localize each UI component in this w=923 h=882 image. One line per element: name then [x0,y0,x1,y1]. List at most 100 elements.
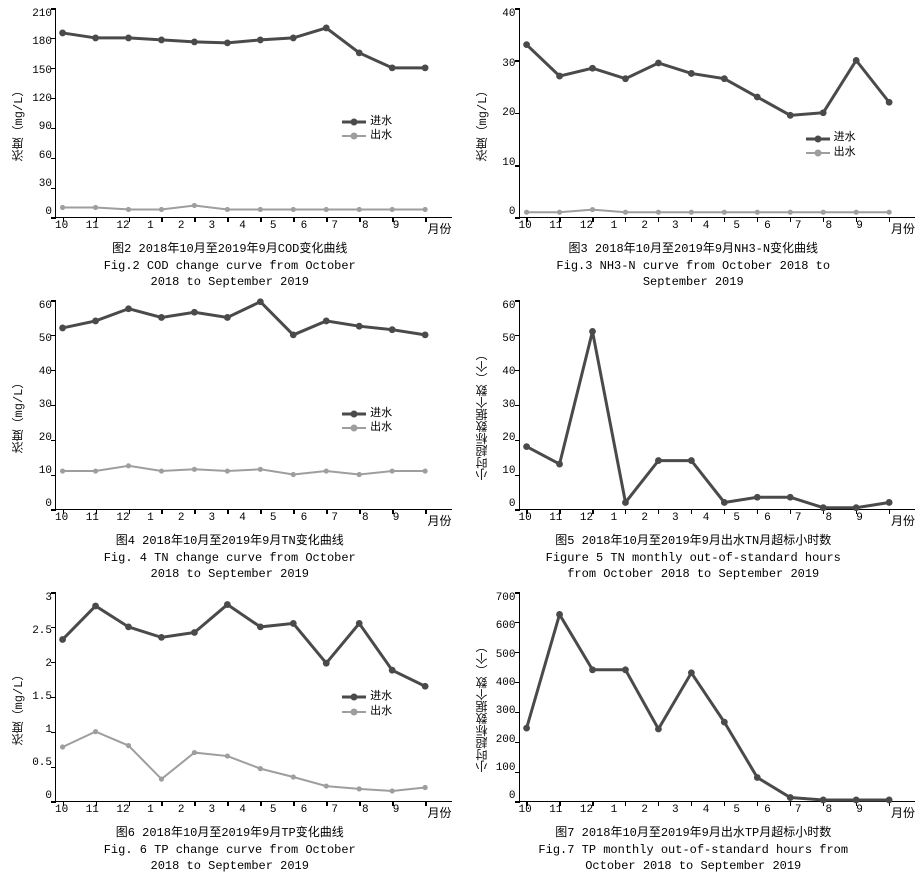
x-tick-label: 8 [826,220,857,237]
marker [291,774,296,779]
y-axis-label: 小时超标数据个数（个） [472,592,493,821]
fig4-panel: 浓度（mg/L）6050403020100进水出水101112123456789… [8,300,452,582]
marker [92,603,99,610]
marker [357,786,362,791]
x-tick-label: 4 [239,804,270,821]
marker [720,499,727,506]
x-tick-label: 4 [239,512,270,529]
marker [158,37,165,44]
x-axis-label: 月份 [423,512,451,529]
marker [422,332,429,339]
marker [125,35,132,42]
marker [390,207,395,212]
x-tick-label: 8 [362,220,393,237]
plot-area: 进水出水 [55,300,452,510]
marker [556,73,563,80]
caption: 图7 2018年10月至2019年9月出水TP月超标小时数 Fig.7 TP m… [472,825,916,874]
plot-area [519,592,916,802]
fig2-chart: 浓度（mg/L）2101801501209060300进水出水101112123… [8,8,452,237]
marker [687,457,694,464]
x-tick-label: 2 [641,804,672,821]
marker [258,467,263,472]
marker [423,207,428,212]
marker [323,318,330,325]
x-tick-label: 7 [795,512,826,529]
x-tick-label: 12 [116,804,147,821]
x-tick-label: 6 [764,220,795,237]
marker [323,25,330,32]
marker [324,207,329,212]
legend-label: 进水 [370,690,392,704]
x-tick-label: 7 [331,512,362,529]
marker [389,64,396,71]
marker [589,207,594,212]
marker [191,309,198,316]
marker [192,750,197,755]
x-tick-label: 4 [239,220,270,237]
marker [126,743,131,748]
x-tick-label: 8 [826,804,857,821]
markers-svg [520,300,916,509]
x-tick-label: 2 [178,512,209,529]
marker [753,774,760,781]
marker [389,326,396,333]
marker [622,499,629,506]
x-tick-label: 3 [672,220,703,237]
x-tick-label: 2 [641,220,672,237]
marker [125,305,132,312]
marker [291,207,296,212]
y-tick-label: 400 [496,677,516,689]
marker [59,636,66,643]
x-tick-label: 1 [147,220,178,237]
plot-area: 进水出水 [55,8,452,218]
marker [819,504,826,511]
x-tick-label: 12 [580,804,611,821]
marker [290,332,297,339]
marker [819,797,826,804]
marker [853,210,858,215]
marker [786,794,793,801]
fig7-chart: 小时超标数据个数（个）70060050040030020010001011121… [472,592,916,821]
fig3-chart: 浓度（mg/L）403020100进水出水101112123456789月份 [472,8,916,237]
y-tick-label: 0.5 [32,757,52,769]
marker [523,725,530,732]
x-tick-label: 10 [55,804,86,821]
x-tick-label: 9 [856,804,887,821]
legend-label: 出水 [370,421,392,435]
marker [820,210,825,215]
x-tick-label: 10 [55,220,86,237]
x-tick-label: 9 [393,512,424,529]
y-tick-label: 40 [502,366,515,378]
y-tick-label: 500 [496,649,516,661]
marker [721,210,726,215]
x-tick-label: 8 [362,804,393,821]
marker [423,785,428,790]
marker [885,797,892,804]
legend-item: 进水 [342,115,392,129]
x-tick-label: 11 [549,804,580,821]
marker [92,35,99,42]
markers-svg [520,592,916,801]
y-tick-label: 10 [502,157,515,169]
caption: 图6 2018年10月至2019年9月TP变化曲线 Fig. 6 TP chan… [8,825,452,874]
x-tick-label: 10 [55,512,86,529]
legend-item: 进水 [806,131,856,145]
x-axis-label: 月份 [887,804,915,821]
marker [852,57,859,64]
marker [720,75,727,82]
y-tick-label: 60 [502,300,515,312]
x-tick-label: 8 [362,512,393,529]
marker [556,210,561,215]
marker [225,753,230,758]
x-tick-label: 11 [549,220,580,237]
marker [786,112,793,119]
marker [257,37,264,44]
y-tick-label: 1 [45,724,52,736]
marker [92,318,99,325]
marker [257,624,264,631]
marker [589,666,596,673]
fig5-panel: 小时超标数据个数（个）6050403020100101112123456789月… [472,300,916,582]
y-axis-label: 浓度（mg/L） [8,592,29,821]
y-tick-label: 100 [496,762,516,774]
marker [885,499,892,506]
